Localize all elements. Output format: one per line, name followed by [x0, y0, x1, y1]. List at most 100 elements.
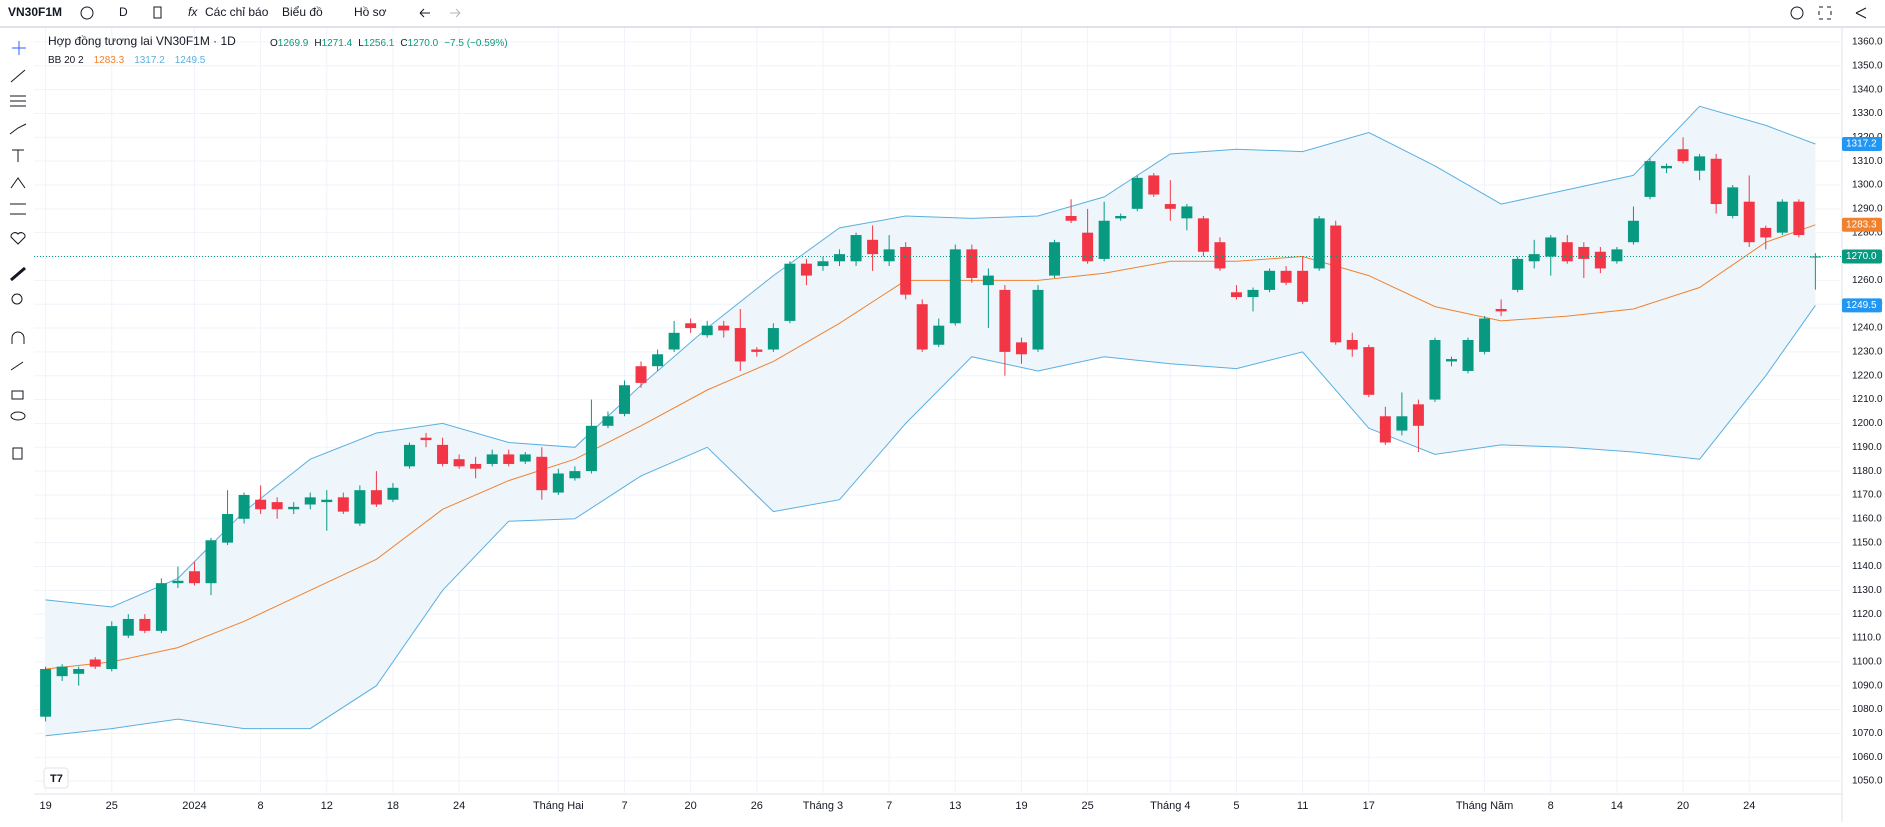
- candle-body: [1115, 215, 1127, 219]
- favorite-tool[interactable]: [10, 232, 26, 245]
- candle-body: [1363, 347, 1375, 395]
- candle-body: [1677, 149, 1689, 162]
- x-tick-label: 19: [1015, 800, 1027, 812]
- candle-body: [767, 328, 779, 350]
- legend-value: C: [400, 38, 407, 49]
- price-badge-label: 1270.0: [1846, 251, 1877, 262]
- symbol[interactable]: VN30F1M: [8, 5, 62, 19]
- candle-body: [900, 246, 912, 295]
- legend-ohlc: O1269.9 H1271.4 L1256.1 C1270.0 −7.5 (−0.59%…: [270, 38, 508, 49]
- tv-logo[interactable]: [43, 767, 69, 789]
- y-tick-label: 1220.0: [1852, 370, 1883, 381]
- y-tick-label: 1310.0: [1852, 156, 1883, 167]
- x-tick-label: 25: [1081, 800, 1093, 812]
- legend-value: −7.5 (−0.59%): [444, 38, 507, 49]
- indicators[interactable]: Các chỉ báo: [205, 5, 269, 19]
- share[interactable]: [1855, 7, 1867, 19]
- stay-drawing[interactable]: [10, 361, 24, 371]
- candle-body: [304, 497, 316, 505]
- candle-body: [337, 497, 349, 512]
- candle-body: [1694, 156, 1706, 171]
- legend-value: H: [314, 38, 321, 49]
- candle-body: [1412, 404, 1424, 426]
- candle-body: [800, 263, 812, 276]
- indicator-name: BB 20 2: [48, 55, 84, 66]
- settings[interactable]: [1790, 6, 1804, 20]
- y-tick-label: 1140.0: [1852, 561, 1882, 572]
- candle-body: [1578, 246, 1590, 259]
- price-badge-label: 1249.5: [1846, 300, 1877, 311]
- y-tick-label: 1340.0: [1852, 84, 1883, 95]
- candle-body: [1131, 177, 1143, 209]
- candle-body: [403, 444, 415, 467]
- profile-menu[interactable]: Hồ sơ: [354, 5, 387, 19]
- lock-tool[interactable]: [11, 390, 24, 400]
- candle-body: [1479, 318, 1491, 352]
- interval[interactable]: D: [119, 5, 128, 19]
- magnet-tool[interactable]: [11, 331, 25, 344]
- candle-body: [1561, 242, 1573, 262]
- candle-body: [420, 437, 432, 441]
- candle-body: [503, 454, 515, 464]
- candle-body: [966, 249, 978, 278]
- line-tool[interactable]: [10, 69, 26, 83]
- left-toolbar: [9, 41, 27, 460]
- candle-body: [1396, 416, 1408, 431]
- y-tick-label: 1350.0: [1852, 60, 1883, 71]
- y-tick-label: 1070.0: [1852, 728, 1883, 739]
- x-tick-label: 8: [1548, 800, 1554, 812]
- x-tick-label: 20: [685, 800, 697, 812]
- price-badge: [1842, 249, 1882, 264]
- zoom-tool[interactable]: [11, 293, 23, 305]
- text-tool[interactable]: [12, 149, 24, 162]
- x-tick-label: 7: [621, 800, 627, 812]
- legend-value: 1269.9: [278, 38, 309, 49]
- candle-body: [1512, 258, 1524, 290]
- x-tick-label: Tháng 4: [1150, 800, 1190, 812]
- candle-body: [437, 444, 449, 464]
- brush-tool[interactable]: [9, 123, 27, 135]
- candle-body: [1611, 249, 1623, 262]
- candle-body: [668, 332, 680, 350]
- candle-body: [569, 471, 581, 479]
- indicator-value: 1283.3: [94, 55, 125, 66]
- candle-body: [1661, 165, 1673, 169]
- candle-body: [718, 325, 730, 331]
- forecast-tool[interactable]: [10, 203, 26, 215]
- candle-body: [321, 499, 333, 503]
- upper-band: [45, 105, 1816, 608]
- fib-tool[interactable]: [10, 95, 26, 107]
- x-tick-label: 26: [751, 800, 763, 812]
- candle-body: [1545, 237, 1557, 257]
- candle-body: [222, 514, 234, 543]
- x-tick-label: Tháng Hai: [533, 800, 584, 812]
- chart-menu[interactable]: Biểu đồ: [282, 5, 323, 19]
- candle-body: [172, 580, 184, 584]
- x-tick-label: Tháng Năm: [1456, 800, 1513, 812]
- chart-type[interactable]: [153, 6, 162, 19]
- candle-body: [685, 323, 697, 329]
- hide-tool[interactable]: [10, 411, 26, 421]
- pattern-tool[interactable]: [10, 177, 26, 189]
- x-tick-label: 24: [453, 800, 465, 812]
- x-tick-label: 8: [258, 800, 264, 812]
- y-tick-label: 1290.0: [1852, 203, 1883, 214]
- candle-body: [1776, 201, 1788, 233]
- candle-body: [1594, 251, 1606, 269]
- ruler-tool[interactable]: [10, 266, 26, 282]
- band-fill: [45, 106, 1816, 736]
- delete-tool[interactable]: [12, 447, 23, 460]
- fullscreen[interactable]: [1818, 6, 1832, 20]
- redo[interactable]: [450, 8, 461, 18]
- candle-body: [949, 249, 961, 324]
- candle-body: [205, 540, 217, 584]
- add-symbol[interactable]: [80, 6, 94, 20]
- candle-body: [1264, 270, 1276, 290]
- crosshair-tool[interactable]: [12, 41, 26, 55]
- y-tick-label: 1150.0: [1852, 537, 1882, 548]
- undo[interactable]: [419, 8, 430, 18]
- x-tick-label: 25: [106, 800, 118, 812]
- candle-body: [1644, 161, 1656, 197]
- indicator-value: 1249.5: [175, 55, 206, 66]
- candle-body: [1230, 292, 1242, 298]
